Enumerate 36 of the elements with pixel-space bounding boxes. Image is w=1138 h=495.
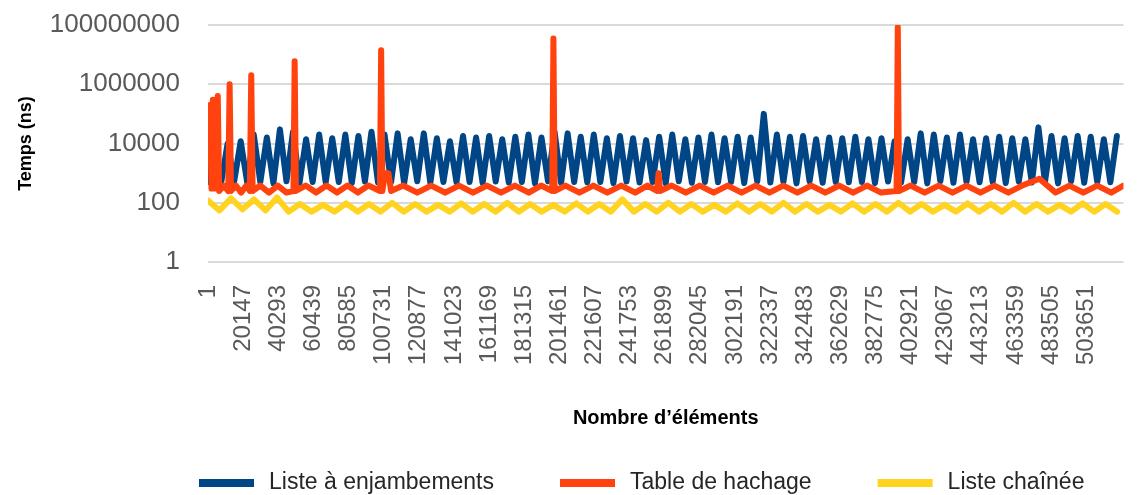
x-tick-label: 443213	[965, 285, 993, 366]
x-tick-label: 483505	[1035, 285, 1063, 366]
x-tick-label: 402921	[895, 285, 923, 366]
y-tick-label: 100	[136, 185, 180, 216]
x-tick-label: 261899	[649, 285, 677, 366]
x-tick-label: 80585	[333, 285, 361, 352]
x-tick-label: 181315	[508, 285, 536, 366]
x-tick-label: 141023	[438, 285, 466, 366]
x-tick-label: 1	[192, 285, 220, 299]
x-tick-label: 382775	[860, 285, 888, 366]
y-axis-title: Temps (ns)	[14, 96, 35, 191]
x-tick-label: 241753	[614, 285, 642, 366]
y-tick-label: 1000000	[78, 67, 180, 98]
x-tick-label: 120877	[403, 285, 431, 366]
x-tick-label: 20147	[227, 285, 255, 352]
x-axis-title: Nombre d’éléments	[572, 405, 759, 428]
x-tick-label: 60439	[298, 285, 326, 352]
x-tick-label: 100731	[368, 285, 396, 366]
y-tick-label: 10000	[107, 126, 180, 157]
x-tick-label: 221607	[579, 285, 607, 366]
x-tick-label: 322337	[754, 285, 782, 366]
x-tick-label: 463359	[1000, 285, 1028, 366]
legend-label: Liste à enjambements	[269, 468, 495, 495]
y-tick-label: 100000000	[49, 8, 180, 39]
x-tick-label: 423067	[930, 285, 958, 366]
legend-label: Table de hachage	[630, 468, 812, 495]
x-tick-label: 201461	[543, 285, 571, 366]
x-tick-label: 503651	[1070, 285, 1098, 366]
x-tick-label: 362629	[824, 285, 852, 366]
x-tick-label: 342483	[789, 285, 817, 366]
legend-label: Liste chaînée	[947, 468, 1085, 495]
y-tick-label: 1	[165, 245, 180, 276]
x-tick-label: 40293	[262, 285, 290, 352]
x-tick-label: 282045	[684, 285, 712, 366]
x-tick-label: 161169	[473, 285, 501, 364]
x-tick-label: 302191	[719, 285, 747, 366]
